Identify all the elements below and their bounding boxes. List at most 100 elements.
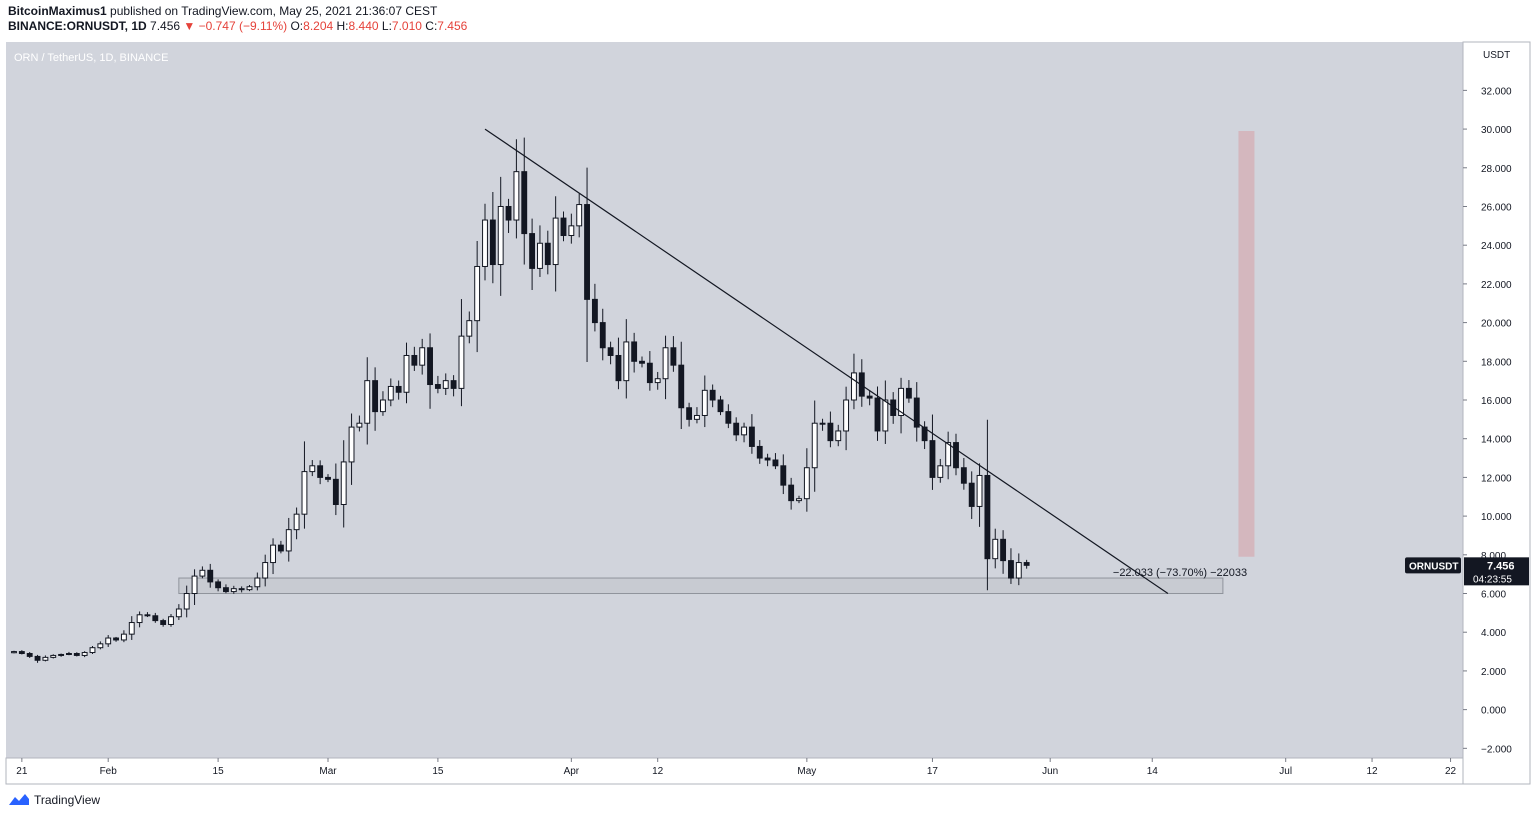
candle[interactable] [183, 585, 190, 618]
candle[interactable] [105, 635, 112, 647]
candle[interactable] [953, 433, 959, 476]
candle[interactable] [466, 311, 473, 344]
candle[interactable] [230, 585, 237, 594]
candle[interactable] [552, 196, 559, 292]
candle[interactable] [207, 563, 214, 588]
candle[interactable] [819, 418, 826, 431]
candle[interactable] [827, 411, 834, 448]
candle[interactable] [670, 336, 677, 372]
candle[interactable] [607, 341, 614, 365]
candle[interactable] [1023, 559, 1030, 569]
candle[interactable] [921, 421, 928, 450]
candle[interactable] [646, 351, 653, 391]
candle[interactable] [615, 337, 622, 390]
candle[interactable] [788, 477, 795, 510]
candle[interactable] [317, 460, 324, 485]
candle[interactable] [50, 654, 57, 659]
candle[interactable] [458, 299, 465, 407]
candle[interactable] [199, 566, 206, 579]
candle[interactable] [662, 335, 669, 400]
candle[interactable] [66, 651, 72, 656]
candle[interactable] [725, 404, 732, 429]
candle[interactable] [529, 218, 536, 291]
candle[interactable] [521, 137, 528, 265]
candle[interactable] [26, 652, 33, 658]
candle[interactable] [843, 386, 850, 451]
candle[interactable] [152, 612, 159, 623]
candle[interactable] [505, 198, 512, 233]
candle[interactable] [905, 380, 912, 403]
candle[interactable] [160, 618, 167, 627]
candle[interactable] [851, 353, 857, 410]
candle[interactable] [223, 584, 229, 594]
candle[interactable] [215, 579, 222, 592]
candle[interactable] [796, 495, 802, 504]
candle[interactable] [756, 440, 763, 464]
candle[interactable] [380, 391, 386, 416]
candle[interactable] [639, 356, 645, 368]
candle[interactable] [136, 611, 143, 628]
candle[interactable] [631, 332, 638, 373]
candle[interactable] [1000, 530, 1007, 574]
candle[interactable] [544, 230, 551, 275]
candle[interactable] [372, 367, 379, 431]
candle[interactable] [748, 414, 755, 454]
candle[interactable] [175, 604, 182, 620]
candle[interactable] [591, 283, 598, 332]
plot-area[interactable] [6, 42, 1463, 784]
candle[interactable] [301, 441, 308, 529]
trendline[interactable] [484, 128, 1169, 595]
candle[interactable] [11, 650, 17, 654]
candle[interactable] [1015, 553, 1022, 586]
candle[interactable] [356, 415, 363, 432]
candle[interactable] [686, 402, 693, 427]
candle[interactable] [427, 333, 433, 409]
candle[interactable] [442, 373, 449, 395]
candle[interactable] [984, 419, 991, 591]
candle[interactable] [489, 191, 496, 284]
candle[interactable] [1008, 548, 1014, 584]
candle[interactable] [293, 507, 300, 540]
candle[interactable] [992, 528, 999, 569]
candle[interactable] [764, 453, 771, 467]
candle[interactable] [128, 616, 135, 640]
candle[interactable] [568, 213, 575, 244]
candle[interactable] [387, 378, 394, 407]
candle[interactable] [332, 463, 339, 516]
candle[interactable] [246, 585, 253, 592]
candle[interactable] [976, 463, 983, 527]
candle[interactable] [277, 540, 284, 554]
candle[interactable] [395, 380, 402, 400]
candle[interactable] [537, 225, 543, 277]
candle[interactable] [309, 460, 316, 477]
candle[interactable] [270, 538, 276, 575]
candle[interactable] [811, 400, 818, 492]
candle[interactable] [73, 652, 80, 657]
candle[interactable] [450, 375, 457, 397]
target-range-bar[interactable] [1238, 131, 1255, 557]
candle[interactable] [803, 448, 810, 512]
candle[interactable] [120, 630, 127, 643]
candle[interactable] [741, 422, 747, 443]
candle[interactable] [285, 517, 292, 562]
candle[interactable] [772, 453, 779, 470]
candle[interactable] [144, 612, 151, 618]
candle[interactable] [348, 413, 355, 485]
candle[interactable] [733, 417, 740, 442]
candle[interactable] [678, 341, 685, 430]
candle[interactable] [482, 203, 488, 281]
candle[interactable] [254, 572, 261, 591]
candle[interactable] [364, 357, 371, 445]
candle[interactable] [858, 359, 865, 407]
candle[interactable] [866, 390, 873, 406]
candle[interactable] [913, 382, 920, 442]
candle[interactable] [434, 375, 441, 394]
tradingview-brand[interactable]: TradingView [34, 793, 101, 807]
candle[interactable] [58, 653, 65, 657]
candle[interactable] [419, 338, 426, 375]
candle[interactable] [168, 614, 174, 627]
price-axis[interactable]: −2.000 0.000 2.000 4.000 6.000 8.000 10.000 12.… [1462, 41, 1531, 785]
candle[interactable] [262, 554, 269, 587]
candle[interactable] [898, 377, 904, 434]
